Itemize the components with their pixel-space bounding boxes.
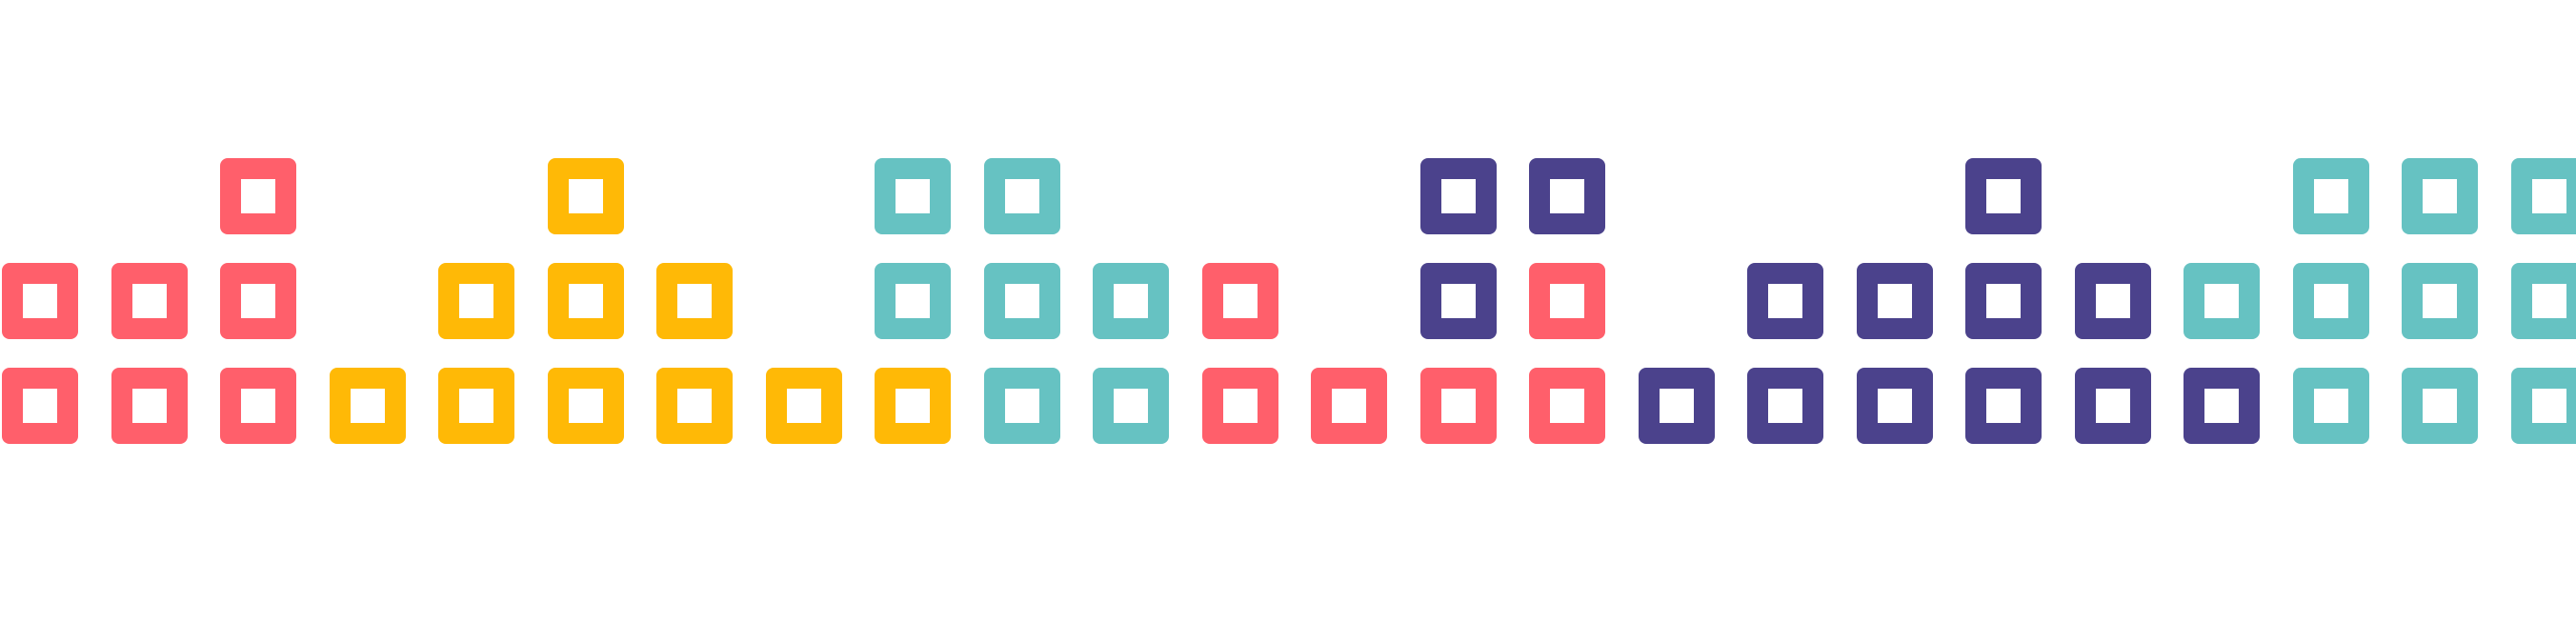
tile-yellow <box>330 368 406 444</box>
tile-teal <box>2402 368 2478 444</box>
tile-red <box>1311 368 1387 444</box>
tile-purple <box>1529 158 1605 234</box>
tile-purple <box>2184 368 2260 444</box>
tile-purple <box>1639 368 1715 444</box>
tile-red <box>220 368 296 444</box>
tile-teal <box>875 158 951 234</box>
tile-red <box>1202 368 1278 444</box>
tile-yellow <box>875 368 951 444</box>
tile-teal <box>2511 368 2576 444</box>
tile-purple <box>2075 368 2151 444</box>
tile-yellow <box>766 368 842 444</box>
tile-teal <box>2293 263 2369 339</box>
tile-yellow <box>656 263 733 339</box>
tile-teal <box>984 263 1060 339</box>
tile-teal <box>1093 263 1169 339</box>
tile-purple <box>1747 368 1823 444</box>
tile-teal <box>2511 158 2576 234</box>
tile-purple <box>2075 263 2151 339</box>
tile-yellow <box>438 263 514 339</box>
tile-red <box>2 368 78 444</box>
tile-purple <box>1420 158 1497 234</box>
tile-teal <box>2293 368 2369 444</box>
tile-teal <box>2402 158 2478 234</box>
tile-teal <box>2184 263 2260 339</box>
tile-red <box>220 158 296 234</box>
tile-purple <box>1747 263 1823 339</box>
tile-purple <box>1420 263 1497 339</box>
tile-yellow <box>548 158 624 234</box>
tile-red <box>111 263 188 339</box>
tile-yellow <box>656 368 733 444</box>
tile-purple <box>1857 263 1933 339</box>
tile-red <box>2 263 78 339</box>
tile-teal <box>2511 263 2576 339</box>
tile-teal <box>984 158 1060 234</box>
tile-purple <box>1965 368 2042 444</box>
tile-purple <box>1965 263 2042 339</box>
tile-yellow <box>548 263 624 339</box>
tile-purple <box>1857 368 1933 444</box>
tile-red <box>1529 368 1605 444</box>
tile-teal <box>2402 263 2478 339</box>
tile-red <box>111 368 188 444</box>
tile-red <box>220 263 296 339</box>
tile-red <box>1420 368 1497 444</box>
tile-teal <box>984 368 1060 444</box>
tile-purple <box>1965 158 2042 234</box>
tile-red <box>1202 263 1278 339</box>
tile-teal <box>875 263 951 339</box>
tile-teal <box>2293 158 2369 234</box>
tile-red <box>1529 263 1605 339</box>
tile-yellow <box>548 368 624 444</box>
tile-teal <box>1093 368 1169 444</box>
tile-yellow <box>438 368 514 444</box>
